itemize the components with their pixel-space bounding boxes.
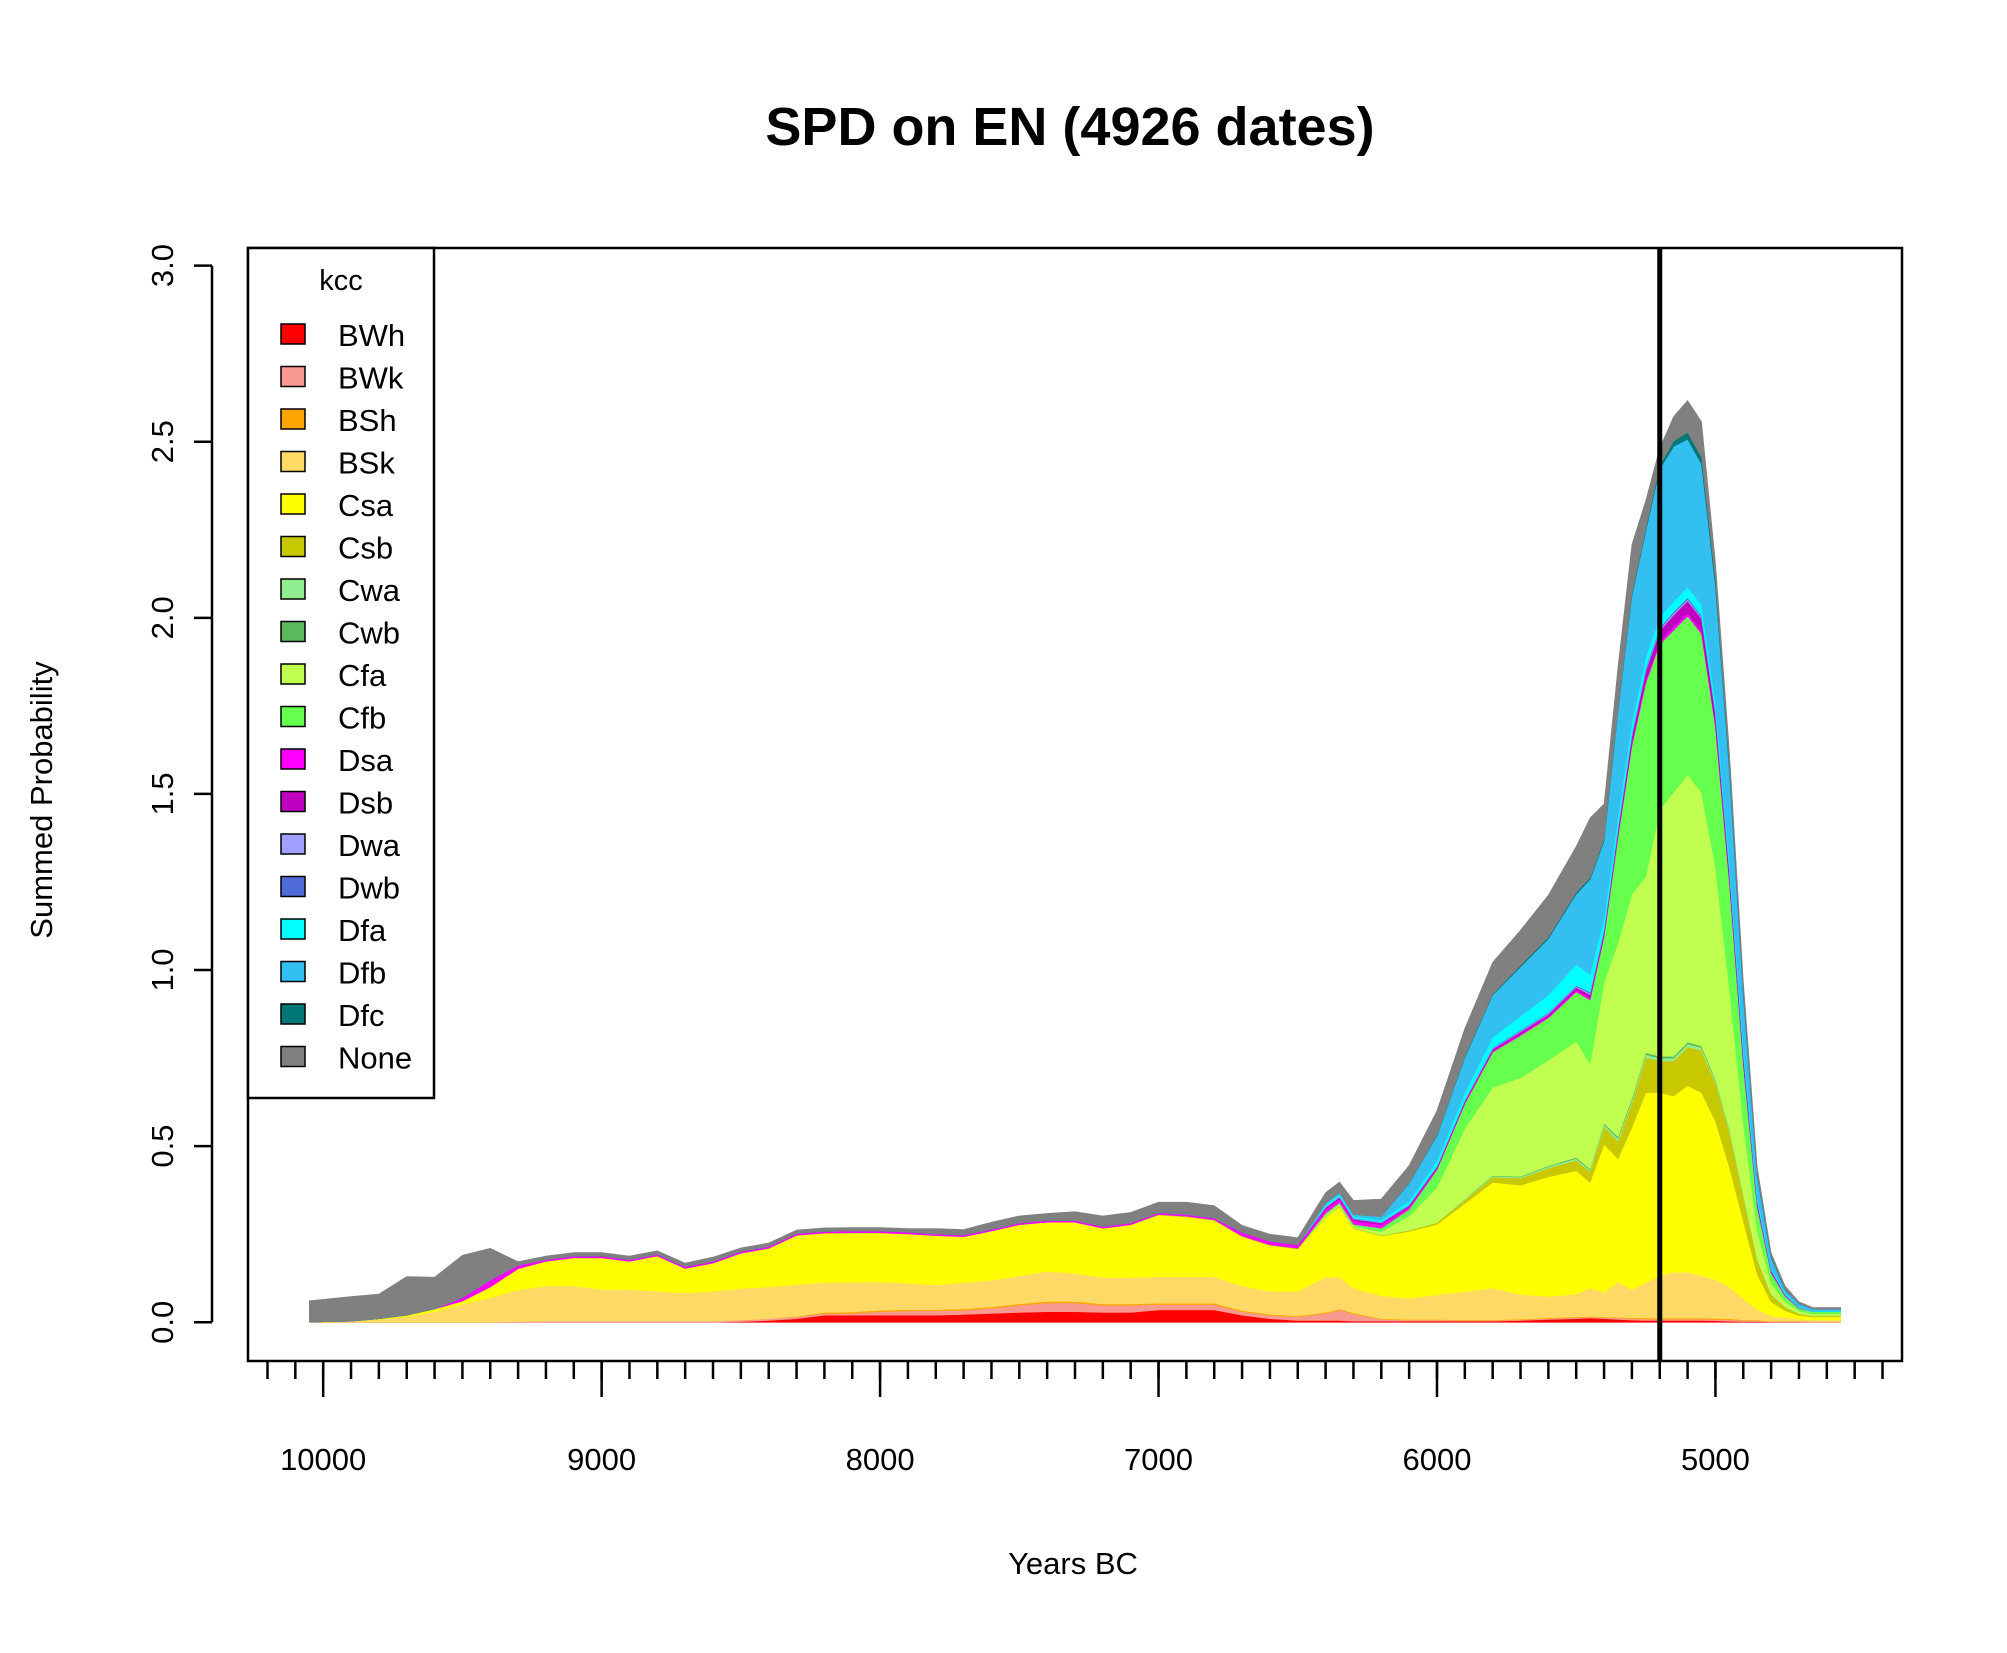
legend-label-dwb: Dwb	[338, 871, 400, 906]
legend-swatch-csa	[280, 493, 306, 515]
y-axis-label: Summed Probability	[24, 661, 59, 939]
legend-swatch-cfb	[280, 705, 306, 728]
legend-swatch-dwa	[280, 833, 306, 855]
legend-label-dwa: Dwa	[338, 828, 401, 863]
legend-label-cfa: Cfa	[338, 658, 387, 693]
legend-swatch-cwb	[280, 620, 306, 643]
y-tick-label: 0.0	[145, 1301, 180, 1344]
legend-swatch-dsa	[280, 748, 306, 770]
legend-swatch-cfa	[280, 663, 306, 685]
legend-box	[246, 246, 436, 1100]
x-tick-label: 10000	[280, 1442, 366, 1477]
legend-label-dfb: Dfb	[338, 956, 386, 991]
legend-label-csb: Csb	[338, 531, 393, 566]
y-tick-label: 0.5	[145, 1125, 180, 1168]
legend-swatch-cwa	[280, 578, 306, 600]
legend-swatch-bwh	[280, 323, 306, 345]
legend-swatch-csb	[280, 535, 306, 558]
legend-swatch-dfc	[280, 1003, 306, 1025]
legend-label-dfc: Dfc	[338, 998, 385, 1033]
legend-label-dsb: Dsb	[338, 786, 393, 821]
legend: kcc BWh BWk BSh BSk Csa Csb Cwa Cwb Cfa Cfb Dsa Dsb D…	[246, 246, 436, 1100]
legend-swatch-dfa	[280, 918, 306, 940]
area-none	[309, 400, 1841, 1323]
legend-swatch-dwb	[280, 875, 306, 898]
y-tick-label: 3.0	[145, 244, 180, 287]
legend-swatch-dfb	[280, 960, 306, 983]
x-tick-label: 6000	[1403, 1442, 1472, 1477]
plot-area	[309, 400, 1841, 1323]
y-tick-label: 1.0	[145, 948, 180, 991]
x-axis-label: Years BC	[1008, 1546, 1138, 1581]
legend-label-dfa: Dfa	[338, 913, 387, 948]
chart-title: SPD on EN (4926 dates)	[765, 97, 1374, 157]
y-tick-label: 1.5	[145, 772, 180, 815]
legend-title: kcc	[319, 265, 363, 297]
legend-swatch-bwk	[280, 365, 306, 388]
legend-label-cwb: Cwb	[338, 616, 400, 651]
legend-swatch-none	[280, 1045, 306, 1068]
legend-label-bwk: BWk	[338, 361, 404, 396]
legend-label-bwh: BWh	[338, 318, 405, 353]
legend-label-csa: Csa	[338, 488, 394, 523]
legend-swatch-bsh	[280, 408, 306, 430]
x-tick-label: 8000	[846, 1442, 915, 1477]
legend-label-bsh: BSh	[338, 403, 397, 438]
legend-label-cfb: Cfb	[338, 701, 386, 736]
legend-swatch-dsb	[280, 790, 306, 813]
x-tick-label: 9000	[567, 1442, 636, 1477]
legend-label-cwa: Cwa	[338, 573, 401, 608]
x-tick-label: 7000	[1124, 1442, 1193, 1477]
x-tick-label: 5000	[1681, 1442, 1750, 1477]
legend-label-none: None	[338, 1041, 412, 1076]
legend-swatch-bsk	[280, 450, 306, 473]
y-tick-label: 2.0	[145, 596, 180, 639]
y-tick-label: 2.5	[145, 420, 180, 463]
legend-label-bsk: BSk	[338, 446, 395, 481]
legend-label-dsa: Dsa	[338, 743, 394, 778]
